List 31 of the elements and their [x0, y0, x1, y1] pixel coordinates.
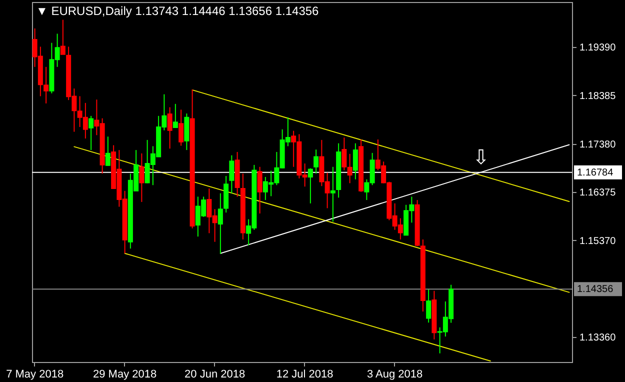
candlestick	[178, 109, 184, 146]
ref-line-label: 1.16784	[577, 167, 614, 178]
y-tick-label: 1.13360	[580, 332, 616, 344]
x-tick-label: 29 May 2018	[93, 368, 157, 380]
annotation: ⇩	[472, 145, 490, 169]
y-tick-label: 1.16375	[580, 188, 616, 199]
x-tick-label: 3 Aug 2018	[366, 368, 423, 380]
candlestick	[426, 288, 432, 324]
candlestick	[184, 113, 190, 151]
y-tick-label: 1.19390	[580, 42, 616, 54]
x-tick-label: 20 Jun 2018	[184, 368, 246, 380]
candlestick	[257, 166, 262, 214]
candlestick	[218, 192, 223, 254]
x-tick-label: 12 Jul 2018	[276, 368, 334, 380]
ref-line-label: 1.14356	[577, 284, 614, 296]
candlestick	[167, 106, 172, 150]
y-tick-label: 1.15370	[580, 236, 616, 247]
candlestick	[60, 19, 66, 55]
x-tick-label: 7 May 2018	[6, 368, 64, 380]
candlestick	[88, 115, 94, 151]
candlestick	[139, 152, 144, 202]
y-tick-label: 1.18385	[580, 90, 616, 102]
chart-title: ▼ EURUSD,Daily 1.13743 1.14446 1.13656 1.14356	[36, 4, 320, 18]
candlestick	[105, 136, 110, 166]
candlestick	[229, 154, 234, 194]
candlestick	[308, 168, 313, 204]
candlestick	[330, 166, 336, 222]
candlestick	[352, 142, 358, 180]
candlestick	[172, 103, 178, 128]
y-tick-label: 1.17380	[580, 139, 616, 150]
candlestick	[314, 149, 319, 174]
